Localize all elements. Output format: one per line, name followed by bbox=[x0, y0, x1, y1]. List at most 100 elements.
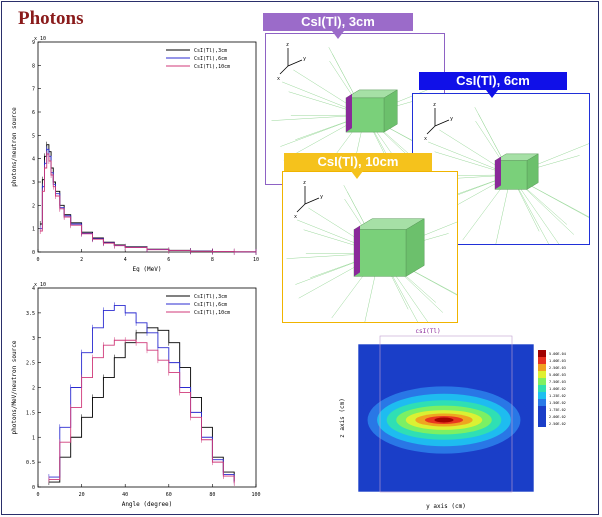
colorbar-label: 7.50E-03 bbox=[549, 380, 566, 384]
slide-title: Photons bbox=[18, 8, 84, 29]
colorbar-label: 1.00E-02 bbox=[549, 387, 566, 391]
energy-ytick-label: 2 bbox=[32, 203, 35, 209]
sim6-axis-y-label: y bbox=[450, 116, 453, 122]
colorbar-swatch bbox=[538, 406, 546, 413]
sim-tag-10cm-label: CsI(Tl), 10cm bbox=[317, 154, 399, 169]
energy-ylabel: photons/neutron source bbox=[11, 107, 18, 187]
angle-ytick-label: 1.5 bbox=[26, 410, 35, 416]
energy-xtick-label: 0 bbox=[36, 257, 39, 263]
sim-tag-10cm-arrow bbox=[351, 171, 363, 179]
colorbar-swatch bbox=[538, 399, 546, 406]
angle-legend-label-1: CsI(Tl),6cm bbox=[194, 302, 227, 308]
colorbar-label: 1.00E-03 bbox=[549, 359, 566, 363]
colorbar-swatch bbox=[538, 371, 546, 378]
angle-xtick-label: 20 bbox=[79, 492, 85, 498]
angle-ytick-label: 2.5 bbox=[26, 361, 35, 367]
angle-ytick-label: 1 bbox=[32, 435, 35, 441]
angle-xlabel: Angle (degree) bbox=[122, 501, 173, 508]
sim6-axis-y bbox=[434, 119, 450, 127]
angle-ytick-label: 0.5 bbox=[26, 460, 35, 466]
sim3-crystal-face bbox=[346, 93, 352, 133]
energy-series-line-0 bbox=[40, 144, 257, 253]
colorbar-swatch bbox=[538, 357, 546, 364]
sim-panel-6cm: z y x bbox=[412, 93, 602, 280]
energy-ytick-label: 5 bbox=[32, 133, 35, 139]
sim-tag-6cm-arrow bbox=[486, 90, 498, 98]
energy-series-line-1 bbox=[40, 148, 257, 253]
angular-distribution-svg: 0 20 40 60 80 100 0 0.5 1 1.5 2 2.5 3 3.5 4x 10 Angle (… bbox=[11, 282, 261, 508]
colorbar-swatch bbox=[538, 385, 546, 392]
energy-spectrum-chart: 0 2 4 6 8 10 0 1 2 3 4 5 6 7 8 9 x 10 Eg (MeV) photons/neu… bbox=[4, 34, 266, 273]
sim3-axis-x bbox=[279, 65, 289, 75]
energy-ytick-label: 6 bbox=[32, 110, 35, 116]
sim-6cm-render: z y x bbox=[417, 102, 602, 280]
colorbar-label: 2.00E-02 bbox=[549, 415, 566, 419]
angle-series-line-1 bbox=[48, 304, 235, 483]
sim3-axis-y bbox=[287, 59, 303, 67]
colorbar-label: 2.50E-02 bbox=[549, 422, 566, 426]
heatmap-crystal-outline bbox=[379, 335, 513, 493]
heatmap-chart: csI(Tl) y axis (cm) z axis (cm) 2.50E-02 2.0… bbox=[332, 326, 594, 512]
energy-xtick-label: 8 bbox=[211, 257, 214, 263]
energy-series-line-2 bbox=[40, 153, 257, 253]
energy-ytick-label: 1 bbox=[32, 227, 35, 233]
energy-spectrum-svg: 0 2 4 6 8 10 0 1 2 3 4 5 6 7 8 9x 10 Eg (MeV) photons/neu… bbox=[11, 36, 259, 273]
sim-tag-6cm: CsI(Tl), 6cm bbox=[419, 72, 567, 90]
energy-yscale-label: x 10 bbox=[34, 36, 46, 42]
sim10-axis-x bbox=[296, 203, 306, 213]
sim10-axis-y-label: y bbox=[320, 194, 323, 200]
colorbar-swatch bbox=[538, 378, 546, 385]
sim3-crystal-front bbox=[345, 97, 385, 133]
sim3-axis-x-label: x bbox=[277, 76, 280, 82]
sim10-axis-z-label: z bbox=[303, 180, 306, 186]
colorbar-swatch bbox=[538, 420, 546, 427]
colorbar-swatch bbox=[538, 364, 546, 371]
sim-tag-3cm-label: CsI(Tl), 3cm bbox=[301, 14, 375, 29]
energy-xtick-label: 2 bbox=[80, 257, 83, 263]
energy-legend-label-2: CsI(Tl),10cm bbox=[194, 64, 230, 70]
angular-distribution-chart: 0 20 40 60 80 100 0 0.5 1 1.5 2 2.5 3 3.5 4 x 10 Angle (… bbox=[4, 282, 266, 512]
angle-xtick-label: 100 bbox=[251, 492, 260, 498]
sim-tag-10cm: CsI(Tl), 10cm bbox=[284, 153, 432, 171]
angle-legend-label-0: CsI(Tl),3cm bbox=[194, 294, 227, 300]
heatmap-xlabel: y axis (cm) bbox=[426, 503, 466, 510]
sim3-axis-z-label: z bbox=[286, 42, 289, 48]
angle-legend-label-2: CsI(Tl),10cm bbox=[194, 310, 230, 316]
energy-xtick-label: 10 bbox=[253, 257, 259, 263]
colorbar-label: 5.00E-03 bbox=[549, 373, 566, 377]
energy-legend-label-1: CsI(Tl),6cm bbox=[194, 56, 227, 62]
sim10-crystal-face bbox=[354, 225, 360, 277]
energy-ytick-label: 3 bbox=[32, 180, 35, 186]
energy-xtick-label: 6 bbox=[167, 257, 170, 263]
sim-tag-6cm-label: CsI(Tl), 6cm bbox=[456, 73, 530, 88]
colorbar-label: 5.00E-04 bbox=[549, 352, 566, 356]
colorbar-swatch bbox=[538, 392, 546, 399]
angle-ytick-label: 3 bbox=[32, 336, 35, 342]
sim6-axis-z-label: z bbox=[433, 102, 436, 108]
sim-10cm-render: z y x bbox=[286, 180, 490, 358]
sim-tag-3cm: CsI(Tl), 3cm bbox=[263, 13, 413, 31]
sim10-crystal-front bbox=[353, 229, 407, 277]
sim6-axis-x bbox=[426, 125, 436, 135]
angle-series-line-0 bbox=[48, 327, 235, 483]
heatmap-contour-8 bbox=[434, 417, 454, 423]
colorbar-label: 2.50E-03 bbox=[549, 366, 566, 370]
energy-ytick-label: 7 bbox=[32, 87, 35, 93]
angle-ytick-label: 4 bbox=[32, 286, 35, 292]
energy-legend-label-0: CsI(Tl),3cm bbox=[194, 48, 227, 54]
colorbar-label: 1.25E-02 bbox=[549, 394, 566, 398]
colorbar-label: 1.50E-02 bbox=[549, 401, 566, 405]
sim10-axis-y bbox=[304, 197, 320, 205]
colorbar-swatch bbox=[538, 350, 546, 357]
energy-xlabel: Eg (MeV) bbox=[133, 266, 162, 272]
sim6-axis-x-label: x bbox=[424, 136, 427, 142]
sim-panel-10cm: z y x bbox=[282, 171, 490, 358]
sim6-crystal-face bbox=[495, 156, 501, 190]
angle-ytick-label: 3.5 bbox=[26, 311, 35, 317]
energy-ytick-label: 0 bbox=[32, 250, 35, 256]
energy-xtick-label: 4 bbox=[124, 257, 127, 263]
angle-xtick-label: 0 bbox=[36, 492, 39, 498]
angle-ytick-label: 2 bbox=[32, 386, 35, 392]
angle-yscale-label: x 10 bbox=[34, 282, 46, 288]
